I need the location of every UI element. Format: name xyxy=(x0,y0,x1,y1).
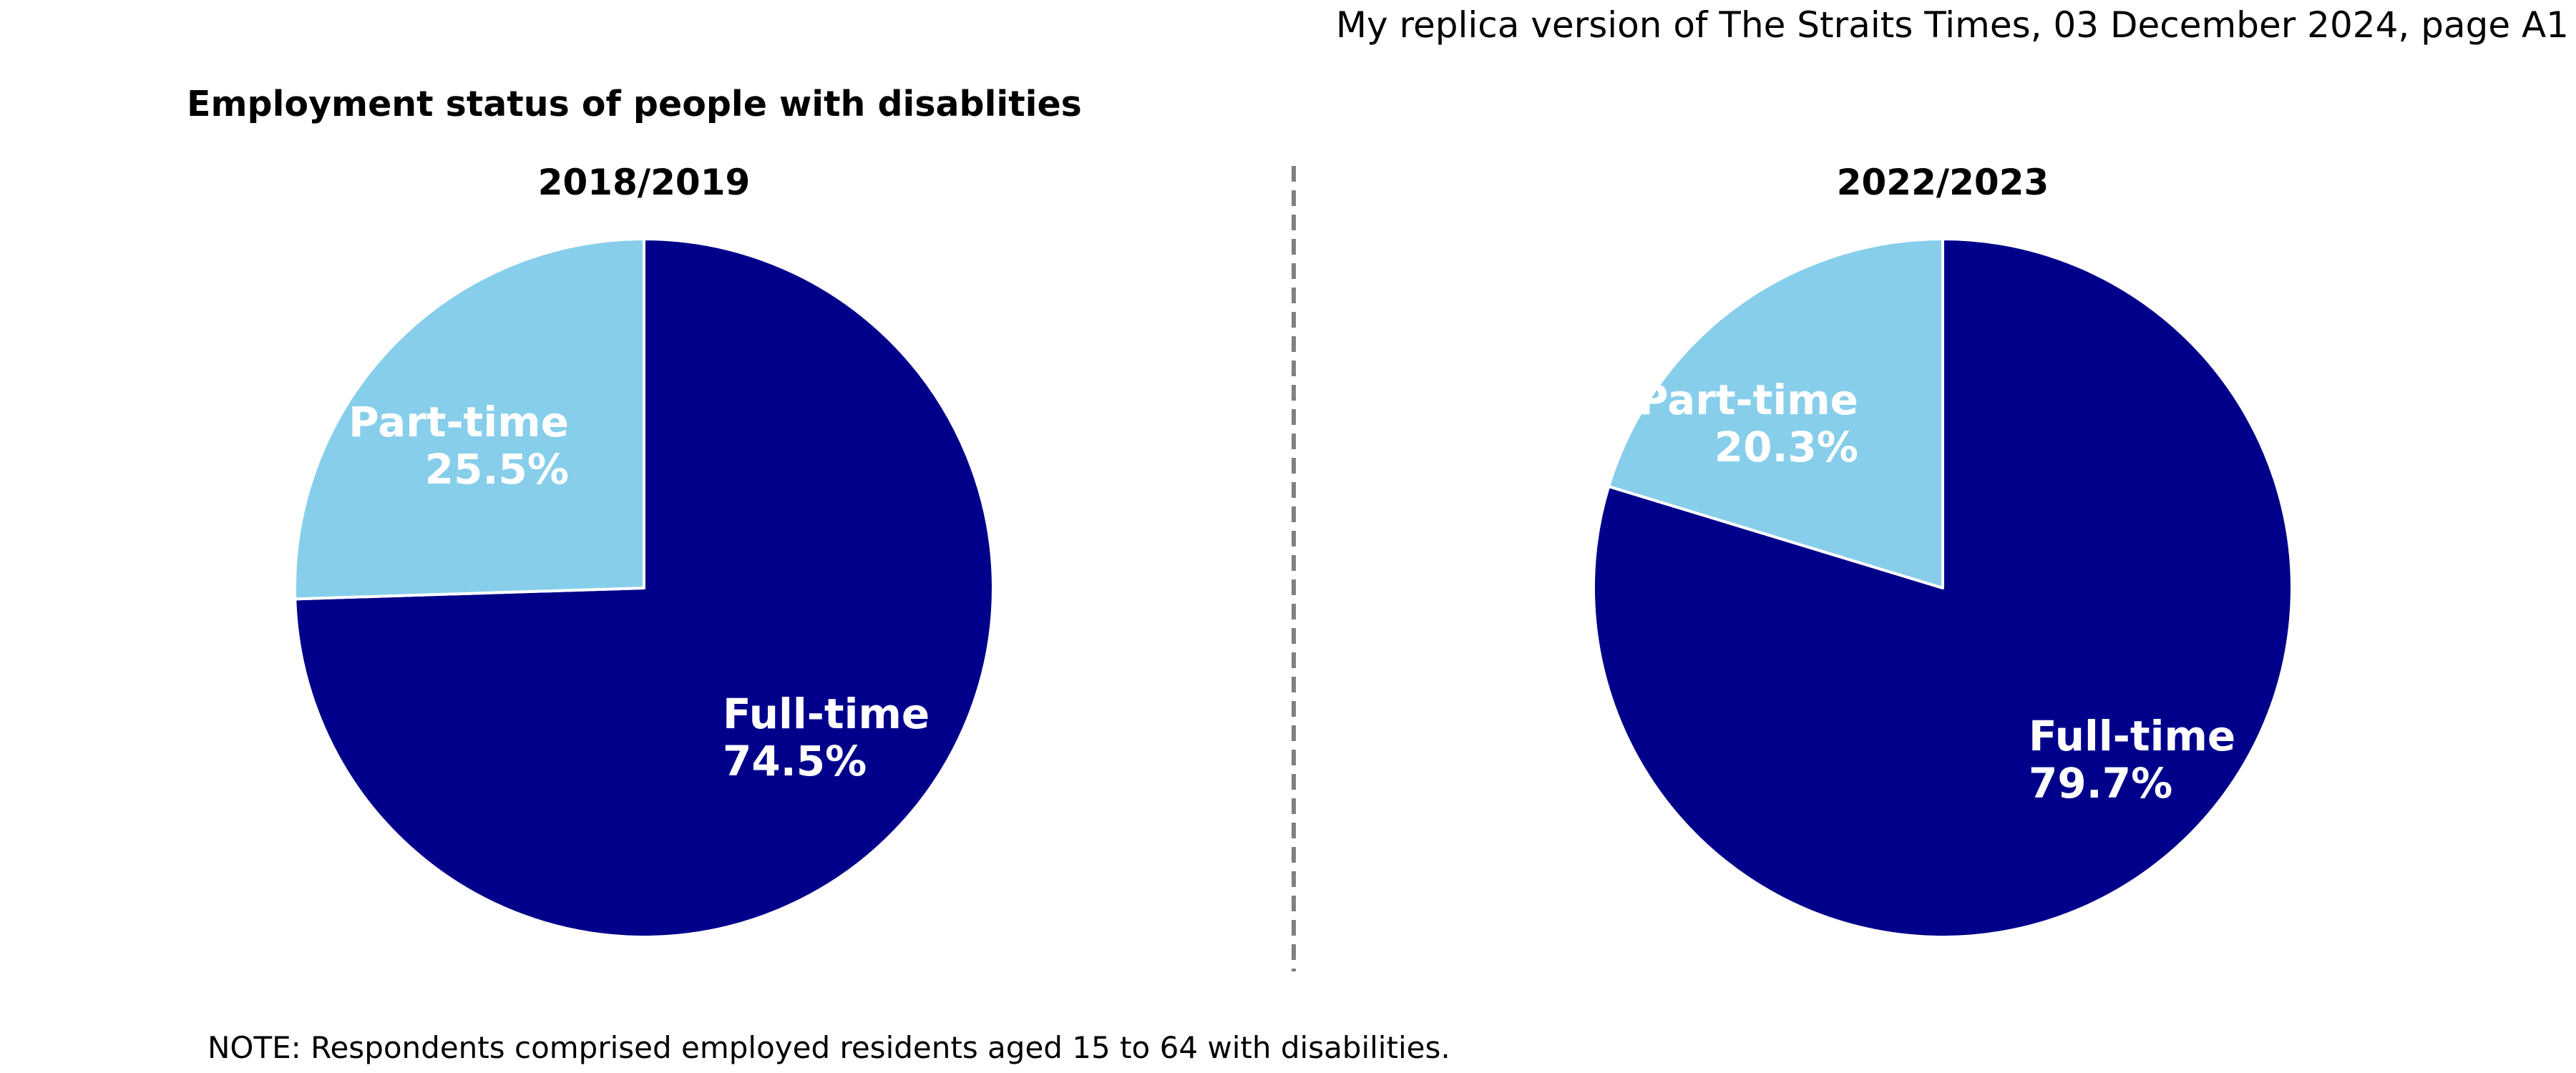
pie-title: 2022/2023 xyxy=(1837,162,2049,203)
pie-title: 2018/2019 xyxy=(538,162,751,203)
pie-slice-part-time xyxy=(1607,237,1944,589)
slice-label: Full-time 79.7% xyxy=(2029,712,2235,808)
source-credit: My replica version of The Straits Times,… xyxy=(1335,4,2569,46)
pie-slice-full-time xyxy=(1592,237,2293,939)
footnote: NOTE: Respondents comprised employed res… xyxy=(208,1030,1450,1065)
pie-chart-1: 2018/2019 Full-time 74.5% Part-time 25.5% xyxy=(293,162,995,939)
slice-label: Part-time 25.5% xyxy=(348,398,569,494)
pie-slice-part-time xyxy=(293,237,645,601)
slice-label: Full-time 74.5% xyxy=(723,690,930,785)
pie-chart-2: 2022/2023 Full-time 79.7% Part-time 20.3% xyxy=(1592,162,2293,939)
chart-main-title: Employment status of people with disabli… xyxy=(187,84,1082,124)
slice-label: Part-time 20.3% xyxy=(1638,376,1858,471)
